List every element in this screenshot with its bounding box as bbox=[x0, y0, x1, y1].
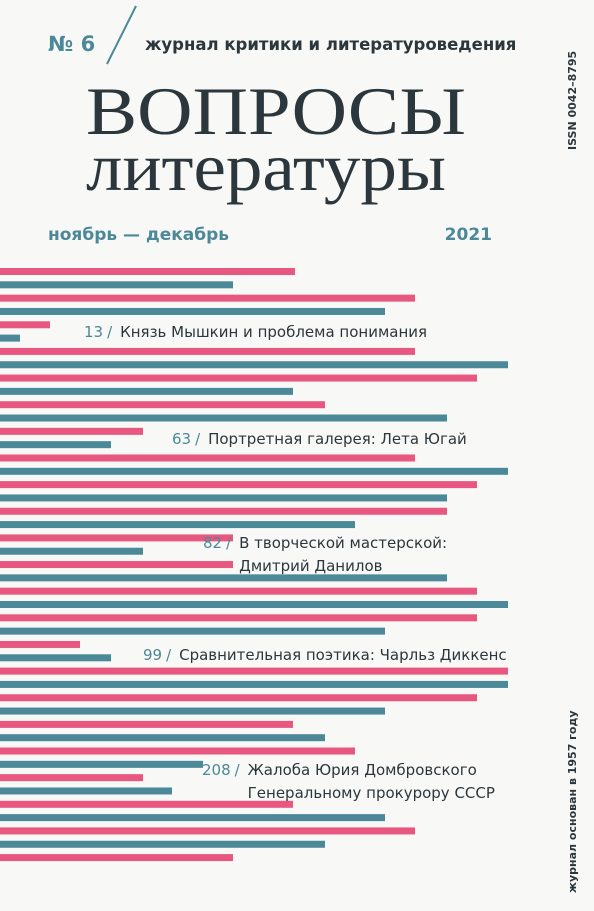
stripe bbox=[0, 667, 508, 675]
stripe bbox=[0, 640, 80, 648]
stripe bbox=[0, 294, 415, 302]
stripe bbox=[0, 774, 143, 782]
stripe bbox=[0, 268, 295, 275]
stripe bbox=[0, 321, 50, 329]
slash bbox=[106, 5, 137, 65]
page-number: 99 bbox=[143, 646, 162, 664]
stripes bbox=[0, 268, 508, 862]
separator: / bbox=[235, 761, 241, 779]
stripe bbox=[0, 361, 508, 369]
stripe bbox=[0, 680, 508, 688]
stripe bbox=[0, 481, 477, 489]
stripe bbox=[0, 694, 477, 702]
founded: журнал основан в 1957 году bbox=[566, 710, 579, 893]
stripe bbox=[0, 654, 111, 662]
article-title: Генеральному прокурору СССР bbox=[248, 784, 495, 802]
stripe bbox=[0, 707, 385, 715]
stripe bbox=[0, 534, 233, 542]
stripe bbox=[0, 814, 385, 822]
stripe bbox=[0, 334, 20, 342]
article-title: В творческой мастерской: bbox=[239, 534, 447, 552]
stripe bbox=[0, 627, 385, 635]
title-line-2: литературы bbox=[86, 129, 446, 205]
stripe bbox=[0, 454, 415, 462]
stripe bbox=[0, 307, 385, 315]
stripe bbox=[0, 547, 143, 555]
stripe bbox=[0, 467, 508, 475]
stripe bbox=[0, 720, 293, 728]
separator: / bbox=[226, 534, 232, 552]
year: 2021 bbox=[445, 225, 492, 245]
stripe bbox=[0, 374, 477, 382]
stripe bbox=[0, 347, 415, 355]
stripe bbox=[0, 441, 111, 449]
article-title: Портретная галерея: Лета Югай bbox=[208, 430, 467, 448]
stripe bbox=[0, 800, 293, 808]
title-line-1: ВОПРОСЫ bbox=[86, 73, 466, 149]
article-title: Сравнительная поэтика: Чарльз Диккенс bbox=[179, 646, 507, 664]
article-title: Дмитрий Данилов bbox=[239, 557, 382, 575]
stripe bbox=[0, 494, 447, 502]
page-number: 63 bbox=[172, 430, 191, 448]
stripe bbox=[0, 521, 355, 529]
stripe bbox=[0, 561, 233, 569]
stripe bbox=[0, 614, 477, 622]
stripe bbox=[0, 587, 477, 595]
article-title: Князь Мышкин и проблема понимания bbox=[120, 323, 427, 341]
issn: ISSN 0042–8795 bbox=[566, 51, 579, 150]
stripe bbox=[0, 734, 325, 742]
stripe bbox=[0, 427, 143, 435]
subtitle: журнал критики и литературоведения bbox=[145, 35, 516, 54]
stripe bbox=[0, 760, 203, 768]
stripe bbox=[0, 854, 233, 862]
stripe bbox=[0, 281, 233, 289]
stripe bbox=[0, 840, 325, 848]
page-number: 208 bbox=[202, 761, 231, 779]
stripe bbox=[0, 401, 325, 409]
issue-number: № 6 bbox=[48, 32, 95, 56]
article-title: Жалоба Юрия Домбровского bbox=[248, 761, 477, 779]
stripe bbox=[0, 414, 447, 422]
stripe bbox=[0, 574, 447, 582]
period: ноябрь — декабрь bbox=[48, 225, 229, 245]
page-number: 82 bbox=[203, 534, 222, 552]
separator: / bbox=[195, 430, 201, 448]
stripe bbox=[0, 387, 293, 395]
page-number: 13 bbox=[84, 323, 103, 341]
separator: / bbox=[166, 646, 172, 664]
stripe bbox=[0, 601, 508, 608]
stripe bbox=[0, 787, 172, 795]
stripe bbox=[0, 747, 355, 755]
stripe bbox=[0, 507, 447, 515]
stripe bbox=[0, 827, 415, 835]
contents: 13/Князь Мышкин и проблема понимания63/П… bbox=[84, 323, 507, 802]
separator: / bbox=[107, 323, 113, 341]
